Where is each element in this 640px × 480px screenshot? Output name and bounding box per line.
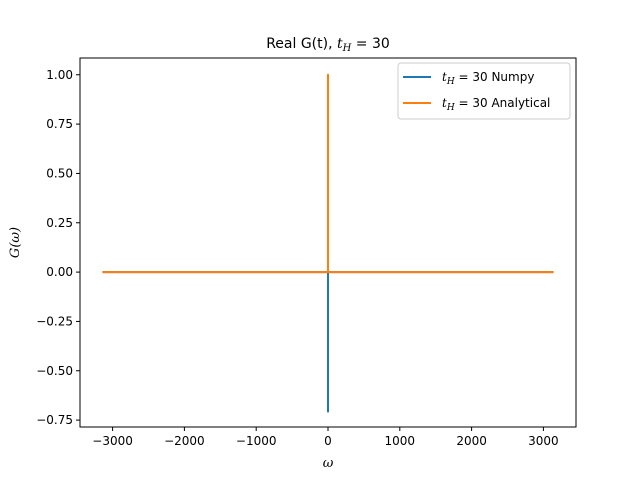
series-line-1 <box>102 73 554 274</box>
x-tick-label: 2000 <box>456 434 487 448</box>
y-tick-label: −0.50 <box>36 364 73 378</box>
x-tick-label: 1000 <box>385 434 416 448</box>
legend-box <box>397 62 571 120</box>
y-tick-label: 0.50 <box>46 166 73 180</box>
x-tick-label: −1000 <box>236 434 277 448</box>
x-axis-label: ω <box>323 456 334 471</box>
legend-label-0: tH = 30 Numpy <box>442 70 534 87</box>
x-tick-label: −3000 <box>92 434 133 448</box>
chart-title: Real G(t), tH = 30 <box>266 36 390 54</box>
legend: tH = 30 Numpy tH = 30 Analytical <box>397 62 571 120</box>
x-tick-label: −2000 <box>164 434 205 448</box>
series-layer <box>102 73 554 413</box>
legend-label-1: tH = 30 Analytical <box>442 96 550 113</box>
y-tick-label: −0.25 <box>36 314 73 328</box>
y-axis-label: G(ω) <box>8 227 23 258</box>
x-tick-label: 3000 <box>528 434 559 448</box>
y-tick-label: 0.25 <box>46 216 73 230</box>
y-tick-label: 0.75 <box>46 117 73 131</box>
y-tick-label: 0.00 <box>46 265 73 279</box>
x-tick-label: 0 <box>324 434 332 448</box>
text-layer: −3000 −2000 −1000 0 1000 2000 3000 −0.75 −0.50 −0… <box>8 36 559 471</box>
y-tick-label: 1.00 <box>46 68 73 82</box>
axes-layer <box>76 57 577 431</box>
y-tick-label: −0.75 <box>36 413 73 427</box>
